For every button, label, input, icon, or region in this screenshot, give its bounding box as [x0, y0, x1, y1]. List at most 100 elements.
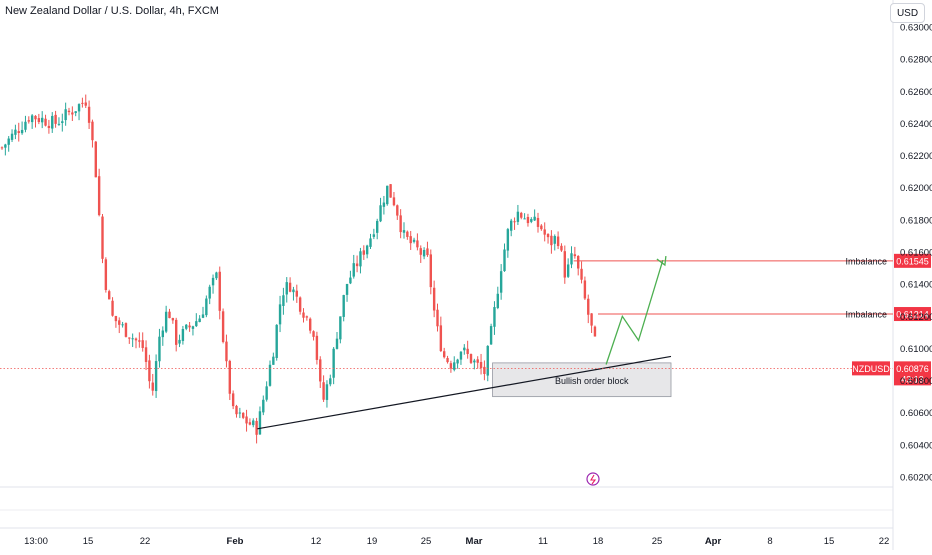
candle-body	[386, 185, 389, 205]
candle-body	[332, 348, 335, 378]
projection-path	[605, 259, 664, 365]
price-tick-label: 0.63000	[900, 23, 932, 34]
time-tick-label: 22	[879, 536, 890, 547]
candle-body	[369, 238, 372, 247]
time-tick-label: Mar	[466, 536, 483, 547]
candle-body	[550, 235, 553, 246]
candle-body	[252, 420, 255, 426]
candle-body	[553, 236, 556, 244]
imbalance-label: Imbalance	[845, 310, 887, 320]
candle-body	[536, 217, 540, 227]
candle-body	[191, 326, 195, 329]
candle-body	[365, 245, 369, 255]
candle-body	[14, 129, 17, 135]
bar-countdown: 43:13	[901, 374, 924, 384]
candle-body	[516, 211, 520, 222]
candle-body	[231, 393, 235, 407]
candle-body	[312, 331, 315, 337]
candle-body	[144, 347, 148, 362]
candle-body	[278, 304, 282, 325]
candle-body	[168, 311, 171, 319]
candle-body	[309, 318, 312, 331]
candle-body	[201, 314, 205, 318]
candle-body	[34, 115, 37, 120]
candle-body	[540, 225, 543, 230]
candle-body	[205, 298, 208, 316]
time-tick-label: Apr	[705, 536, 722, 547]
candle-body	[402, 230, 406, 233]
candle-body	[265, 386, 268, 400]
candle-body	[30, 115, 34, 123]
candle-body	[543, 229, 546, 235]
candle-body	[372, 234, 376, 237]
candle-body	[111, 300, 114, 316]
candle-body	[359, 251, 362, 267]
candle-body	[429, 254, 432, 288]
price-tick-label: 0.61200	[900, 312, 932, 323]
candle-body	[399, 215, 402, 233]
candle-body	[248, 422, 252, 425]
price-tick-label: 0.62000	[900, 183, 932, 194]
candle-body	[362, 250, 365, 255]
candle-body	[503, 249, 506, 272]
candle-body	[292, 289, 295, 293]
candle-body	[476, 359, 479, 363]
candle-body	[483, 366, 486, 374]
candle-body	[432, 287, 436, 311]
time-tick-label: 13:00	[24, 536, 48, 547]
event-marker-icon	[586, 472, 600, 486]
candle-body	[295, 290, 298, 297]
candle-body	[275, 324, 278, 358]
candle-body	[546, 234, 550, 238]
candle-body	[71, 112, 74, 115]
candle-body	[198, 318, 201, 323]
imbalance-price-value: 0.61214	[896, 310, 929, 320]
candle-body	[523, 218, 526, 220]
candles	[0, 94, 597, 444]
candle-body	[67, 110, 71, 113]
candle-body	[396, 205, 399, 216]
candle-body	[37, 118, 41, 123]
candle-body	[185, 324, 188, 329]
current-price-tag	[894, 361, 931, 386]
candle-body	[228, 360, 231, 394]
candle-body	[466, 348, 469, 354]
time-tick-label: 12	[311, 536, 322, 547]
candle-body	[322, 382, 325, 400]
drawings[interactable]: Bullish order block Imbalance 0.61545 Imbal…	[0, 253, 931, 486]
price-tick-label: 0.60400	[900, 440, 932, 451]
candle-body	[258, 411, 262, 435]
candle-body	[181, 329, 185, 341]
candle-body	[355, 263, 359, 267]
candle-body	[218, 271, 221, 311]
price-tick-label: 0.61600	[900, 248, 932, 259]
candle-body	[171, 318, 175, 321]
currency-button[interactable]: USD	[890, 3, 925, 23]
candle-body	[84, 102, 87, 106]
candle-body	[382, 202, 386, 207]
candle-body	[151, 382, 154, 391]
time-tick-label: 8	[767, 536, 772, 547]
candle-body	[436, 309, 439, 327]
candle-body	[10, 133, 14, 140]
candle-body	[319, 359, 322, 382]
candle-body	[325, 384, 329, 400]
candle-body	[262, 399, 265, 413]
candle-body	[556, 236, 560, 247]
imbalance-price-tag	[894, 253, 931, 268]
chart-title: New Zealand Dollar / U.S. Dollar, 4h, FX…	[5, 5, 219, 17]
candle-body	[339, 316, 342, 340]
candle-body	[560, 245, 563, 251]
candle-body	[101, 216, 104, 259]
candle-body	[302, 312, 305, 318]
candle-body	[506, 229, 510, 251]
price-tick-label: 0.61800	[900, 215, 932, 226]
candle-body	[238, 412, 242, 414]
candle-body	[164, 311, 168, 332]
candle-body	[61, 121, 64, 124]
time-tick-label: 15	[824, 536, 835, 547]
candle-body	[242, 412, 245, 418]
candle-body	[513, 221, 516, 223]
